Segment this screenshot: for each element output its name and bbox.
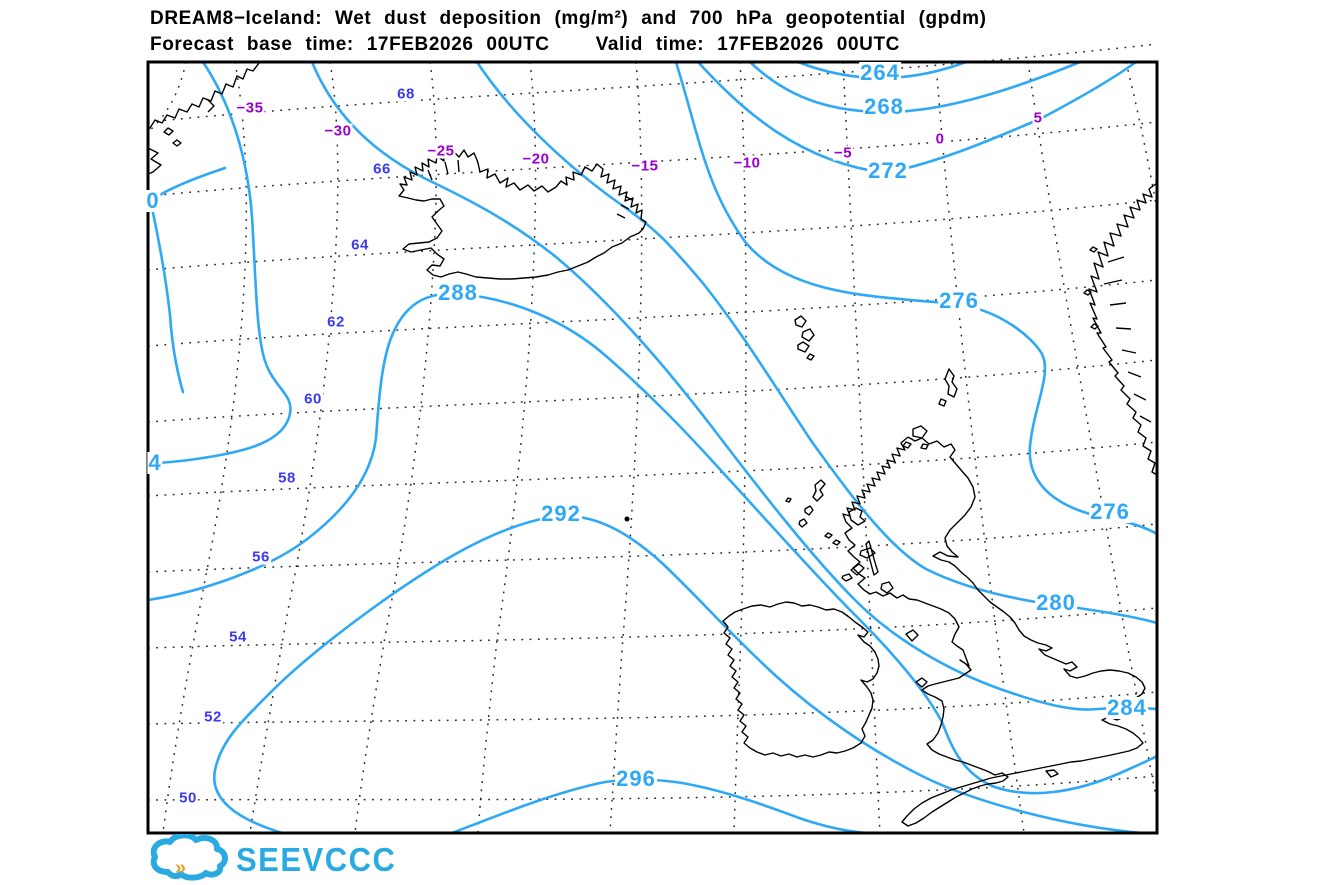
contour-276 xyxy=(674,60,1159,536)
svg-text:»: » xyxy=(175,857,186,879)
contour-268 xyxy=(748,60,1082,114)
map-titles: DREAM8−Iceland: Wet dust deposition (mg/… xyxy=(150,6,987,58)
contour-284-nw xyxy=(146,60,292,466)
contour-292 xyxy=(213,514,1144,835)
graticule xyxy=(147,43,1158,834)
map-subtitle: Forecast base time: 17FEB2026 00UTC Valid… xyxy=(150,32,987,58)
greenland-coast xyxy=(147,62,260,175)
contour-280 xyxy=(475,60,1159,625)
contour-288 xyxy=(146,292,1159,795)
seevccc-logo: » SEEVCCC xyxy=(148,832,408,884)
contour-280-stub xyxy=(153,166,227,200)
iceland-coast xyxy=(398,149,647,280)
forecast-base-time: Forecast base time: 17FEB2026 00UTC xyxy=(150,34,550,55)
map-title: DREAM8−Iceland: Wet dust deposition (mg/… xyxy=(150,8,987,29)
shetland-orkney-coast xyxy=(902,368,958,450)
seevccc-logo-text: SEEVCCC xyxy=(236,840,397,879)
ireland-coast xyxy=(722,601,880,758)
norway-coast xyxy=(1083,182,1158,476)
contour-264 xyxy=(796,60,968,80)
contour-280-stub2 xyxy=(150,206,185,394)
valid-time: Valid time: 17FEB2026 00UTC xyxy=(595,34,900,55)
map-frame xyxy=(146,60,1159,835)
faroe-islands-coast xyxy=(794,315,815,361)
contour-272 xyxy=(696,60,1138,175)
rockall-islet xyxy=(624,516,630,522)
contour-296 xyxy=(450,778,870,835)
contour-284-se xyxy=(310,60,1159,711)
seevccc-cloud-icon: » xyxy=(150,832,228,881)
scotland-coast xyxy=(785,436,976,600)
england-wales-coast xyxy=(901,576,1146,827)
geopotential-contour-lines xyxy=(146,60,1159,835)
coastlines xyxy=(147,62,1158,827)
